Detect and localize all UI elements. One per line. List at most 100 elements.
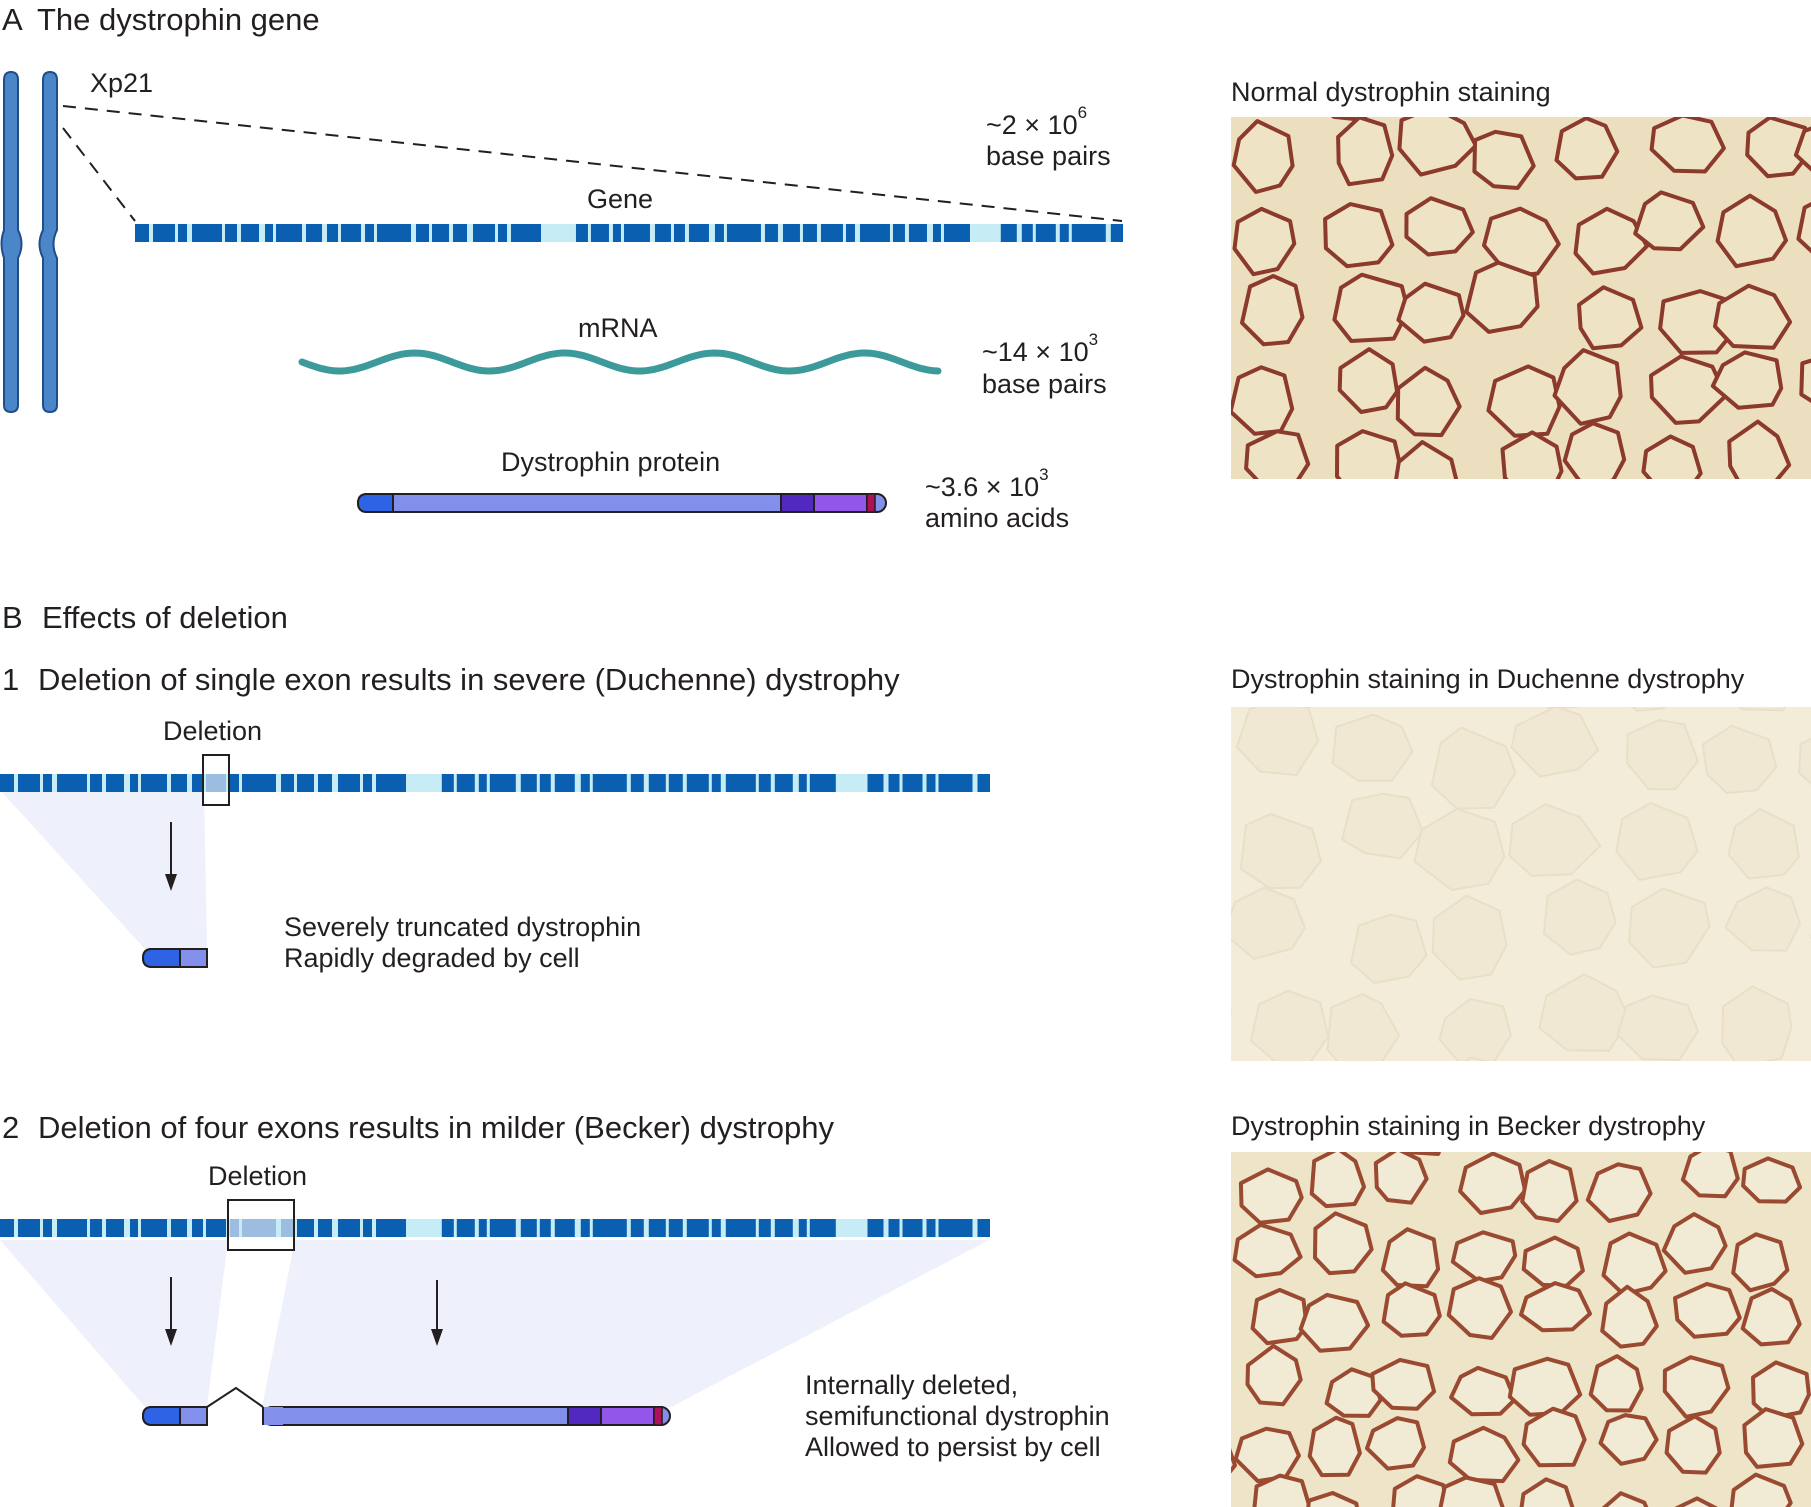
muscle-fiber xyxy=(1171,1351,1222,1405)
muscle-fiber xyxy=(1598,1413,1659,1466)
sub2-result-line1: Internally deleted, xyxy=(805,1370,1019,1400)
muscle-fiber xyxy=(1332,272,1410,343)
muscle-fiber xyxy=(1793,126,1811,172)
gene-b1-exon xyxy=(57,774,87,792)
muscle-fiber xyxy=(1150,280,1211,340)
chromosome-left-arm xyxy=(0,70,23,414)
gene-b2-exon xyxy=(230,1219,239,1237)
gene-label: Gene xyxy=(587,184,654,214)
muscle-fiber-faint xyxy=(1625,719,1699,791)
dystrophin-protein-a xyxy=(356,493,887,513)
panel-a-letter: A xyxy=(2,2,23,37)
muscle-fiber xyxy=(1727,419,1792,479)
gene-a-exon xyxy=(1021,224,1033,242)
protein-c-terminal-domain xyxy=(813,493,868,513)
muscle-fiber xyxy=(1745,117,1811,179)
muscle-fiber xyxy=(1232,1222,1303,1279)
muscle-fiber xyxy=(1520,1159,1579,1223)
muscle-fiber xyxy=(1153,197,1209,261)
projection-line-upper xyxy=(62,105,1123,222)
muscle-fiber xyxy=(1601,1231,1668,1297)
gene-b1-exon xyxy=(520,774,537,792)
gene-a-exon xyxy=(365,224,374,242)
muscle-fiber xyxy=(1244,429,1311,479)
gene-b2-exon xyxy=(668,1219,683,1237)
gene-b2-exon xyxy=(456,1219,475,1237)
gene-a-exon xyxy=(178,224,187,242)
muscle-fiber xyxy=(1407,1152,1442,1156)
muscle-fiber-faint xyxy=(1326,993,1401,1061)
panel-b-title: Effects of deletion xyxy=(42,600,288,635)
gene-b2-exon xyxy=(902,1219,923,1237)
muscle-fiber xyxy=(1231,119,1295,194)
gene-a-exon xyxy=(726,224,761,242)
internally-deleted-protein-b2 xyxy=(141,1386,671,1426)
muscle-fiber-faint xyxy=(1721,985,1793,1061)
muscle-fiber xyxy=(1159,1479,1217,1507)
gene-b2-exon xyxy=(297,1219,314,1237)
muscle-fiber xyxy=(1152,1150,1211,1201)
muscle-fiber-faint xyxy=(1727,808,1800,880)
muscle-fiber xyxy=(1662,1355,1731,1419)
gene-b2-exon xyxy=(554,1219,575,1237)
muscle-fiber-faint xyxy=(1724,886,1801,952)
muscle-fiber xyxy=(1585,1162,1653,1223)
muscle-fiber xyxy=(1394,440,1459,479)
muscle-fiber xyxy=(1438,1475,1505,1507)
muscle-fiber xyxy=(1314,532,1373,591)
gene-b2-exon xyxy=(192,1219,203,1237)
gene-b1-exon xyxy=(456,774,475,792)
gene-size-value: ~2 × 10 6 xyxy=(986,103,1088,140)
gene-a-exon xyxy=(453,224,467,242)
muscle-fiber-faint xyxy=(1508,803,1602,877)
muscle-fiber xyxy=(1559,35,1628,92)
gene-b2-exon xyxy=(130,1219,138,1237)
truncated-protein-b1 xyxy=(141,948,208,968)
muscle-fiber xyxy=(1752,1079,1811,1132)
muscle-fiber xyxy=(1731,1232,1790,1293)
muscle-fiber-faint xyxy=(1148,894,1224,976)
muscle-fiber xyxy=(1252,1473,1312,1507)
deletion-box-b1 xyxy=(202,754,230,806)
gene-a-exon xyxy=(377,224,411,242)
muscle-fiber-faint xyxy=(1143,792,1217,866)
gene-a-exon xyxy=(654,224,671,242)
mrna-size-unit: base pairs xyxy=(982,369,1107,399)
gene-b1-exon xyxy=(478,774,487,792)
muscle-fiber-faint xyxy=(1538,973,1631,1052)
mrna-size-exponent: 3 xyxy=(1088,330,1099,349)
muscle-fiber xyxy=(1799,33,1811,96)
gene-a-exon xyxy=(241,224,259,242)
muscle-fiber-faint xyxy=(1350,913,1428,984)
gene-a-exon xyxy=(341,224,361,242)
gene-b1-exon xyxy=(318,774,332,792)
muscle-fiber-faint xyxy=(1628,887,1711,969)
muscle-fiber xyxy=(1741,1156,1803,1204)
muscle-fiber xyxy=(1396,281,1466,344)
muscle-fiber-faint xyxy=(1158,1069,1237,1136)
gene-b2-exon xyxy=(774,1219,793,1237)
muscle-fiber xyxy=(1337,347,1400,414)
gene-a-exon xyxy=(714,224,724,242)
gene-a-exon xyxy=(432,224,449,242)
muscle-fiber xyxy=(1232,206,1297,277)
gene-b2-exon xyxy=(171,1219,187,1237)
muscle-fiber xyxy=(1148,130,1215,188)
muscle-fiber-faint xyxy=(1701,724,1778,794)
gene-b2-exon xyxy=(206,1219,226,1237)
gene-a-exon xyxy=(1071,224,1106,242)
gene-a-exon xyxy=(575,224,588,242)
sub1-result-line1: Severely truncated dystrophin xyxy=(284,912,642,942)
muscle-fiber-faint xyxy=(1239,813,1322,890)
muscle-fiber xyxy=(1799,358,1811,404)
muscle-fiber xyxy=(1365,1416,1426,1471)
gene-a-exon xyxy=(416,224,429,242)
gene-a-exon xyxy=(590,224,609,242)
muscle-fiber xyxy=(1713,283,1793,350)
muscle-fiber-faint xyxy=(1631,707,1666,712)
muscle-fiber-faint xyxy=(1463,1056,1490,1061)
gene-b2-exon xyxy=(281,1219,294,1237)
sub2-result-line3: Allowed to persist by cell xyxy=(805,1432,1101,1462)
muscle-fiber xyxy=(1162,1215,1220,1260)
